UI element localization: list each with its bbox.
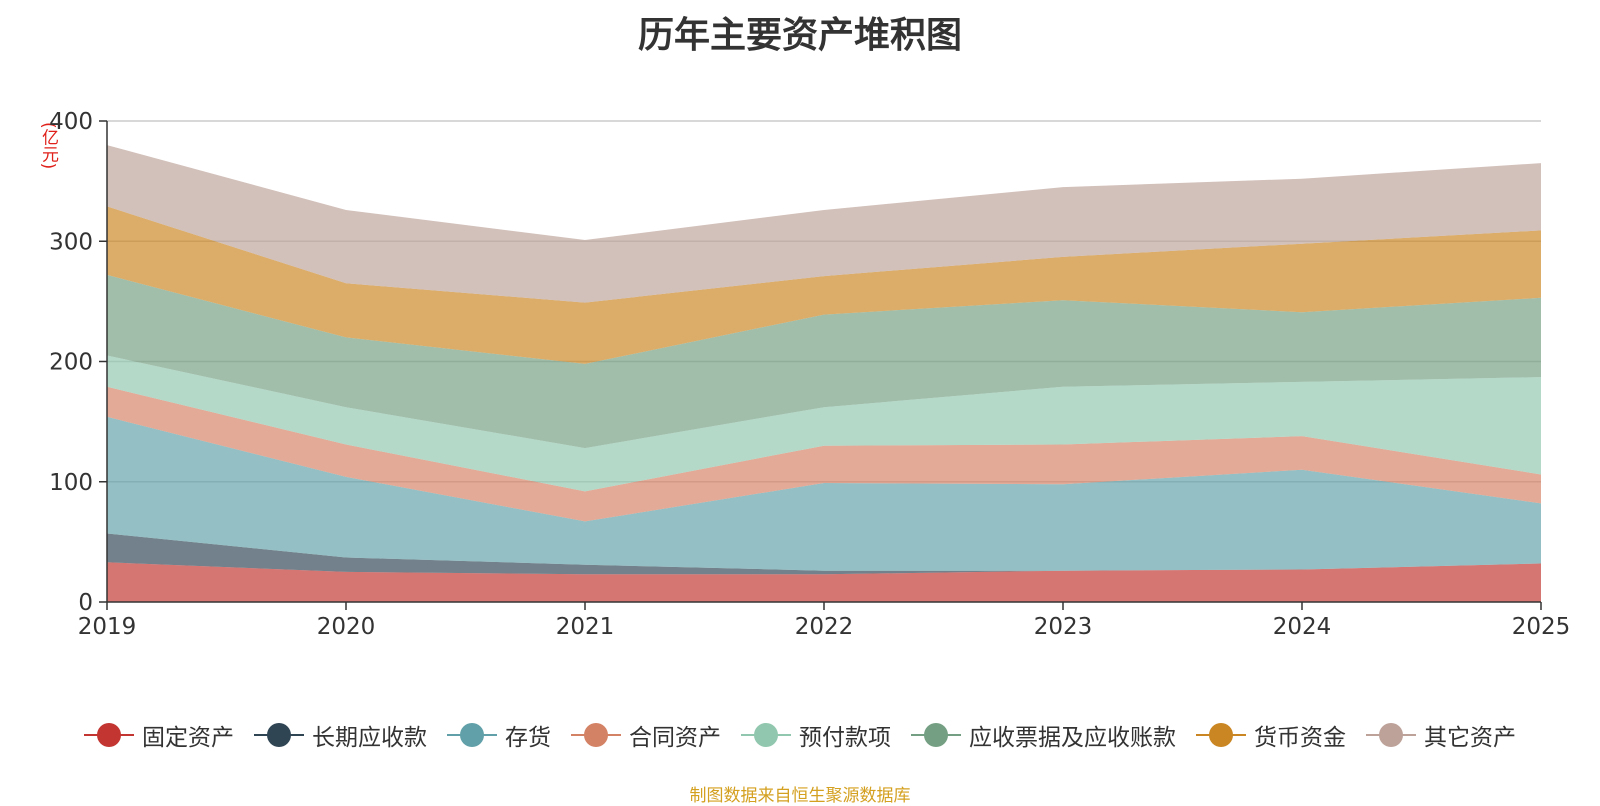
- stacked-area-chart: 0 100 200 300 400 2019 2020 2021 2022 2023 2024 202…: [49, 109, 1570, 640]
- x-tick-label: 2025: [1512, 614, 1571, 640]
- legend-item-4[interactable]: 合同资产: [571, 718, 721, 752]
- chart-title: 历年主要资产堆积图: [637, 15, 962, 56]
- area-series-3: [107, 416, 1541, 571]
- source-note: 制图数据来自恒生聚源数据库: [689, 786, 911, 806]
- x-tick-label: 2023: [1034, 614, 1093, 640]
- legend-marker-icon: [911, 723, 961, 747]
- legend-marker-icon: [84, 723, 134, 747]
- y-tick-label: 300: [49, 229, 93, 255]
- legend-item-5[interactable]: 预付款项: [741, 718, 891, 752]
- axes: 0 100 200 300 400 2019 2020 2021 2022 2023 2024 202…: [49, 109, 1570, 640]
- legend-label: 固定资产: [142, 725, 234, 751]
- legend: 固定资产 长期应收款 存货 合同资产 预付款项 应收票据及应收账款 货币资金 其它资产: [0, 718, 1600, 752]
- x-tick-label: 2019: [78, 614, 137, 640]
- x-tick-label: 2022: [795, 614, 854, 640]
- legend-marker-icon: [741, 723, 791, 747]
- area-series-4: [107, 386, 1541, 522]
- legend-label: 长期应收款: [312, 725, 427, 751]
- legend-marker-icon: [254, 723, 304, 747]
- legend-item-2[interactable]: 长期应收款: [254, 718, 427, 752]
- legend-marker-icon: [447, 723, 497, 747]
- legend-label: 预付款项: [799, 725, 891, 751]
- legend-item-7[interactable]: 货币资金: [1196, 718, 1346, 752]
- area-series-2: [107, 533, 1541, 575]
- area-series-8: [107, 145, 1541, 303]
- legend-item-8[interactable]: 其它资产: [1366, 718, 1516, 752]
- x-tick-label: 2020: [317, 614, 376, 640]
- area-series-5: [107, 355, 1541, 492]
- area-series: [107, 145, 1541, 602]
- area-series-1: [107, 562, 1541, 602]
- y-tick-label: 400: [49, 109, 93, 135]
- area-series-7: [107, 206, 1541, 364]
- legend-label: 应收票据及应收账款: [969, 725, 1176, 751]
- x-tick-label: 2021: [556, 614, 615, 640]
- y-tick-label: 0: [78, 590, 93, 616]
- x-tick-label: 2024: [1273, 614, 1332, 640]
- legend-label: 合同资产: [629, 725, 721, 751]
- legend-label: 其它资产: [1424, 725, 1516, 751]
- y-tick-label: 100: [49, 470, 93, 496]
- legend-label: 货币资金: [1254, 725, 1346, 751]
- y-axis-unit-label: (亿元): [38, 122, 58, 170]
- legend-item-6[interactable]: 应收票据及应收账款: [911, 718, 1176, 752]
- legend-label: 存货: [505, 725, 551, 751]
- legend-marker-icon: [1196, 723, 1246, 747]
- legend-marker-icon: [571, 723, 621, 747]
- legend-item-1[interactable]: 固定资产: [84, 718, 234, 752]
- legend-marker-icon: [1366, 723, 1416, 747]
- y-tick-label: 200: [49, 350, 93, 376]
- area-series-6: [107, 274, 1541, 449]
- legend-item-3[interactable]: 存货: [447, 718, 551, 752]
